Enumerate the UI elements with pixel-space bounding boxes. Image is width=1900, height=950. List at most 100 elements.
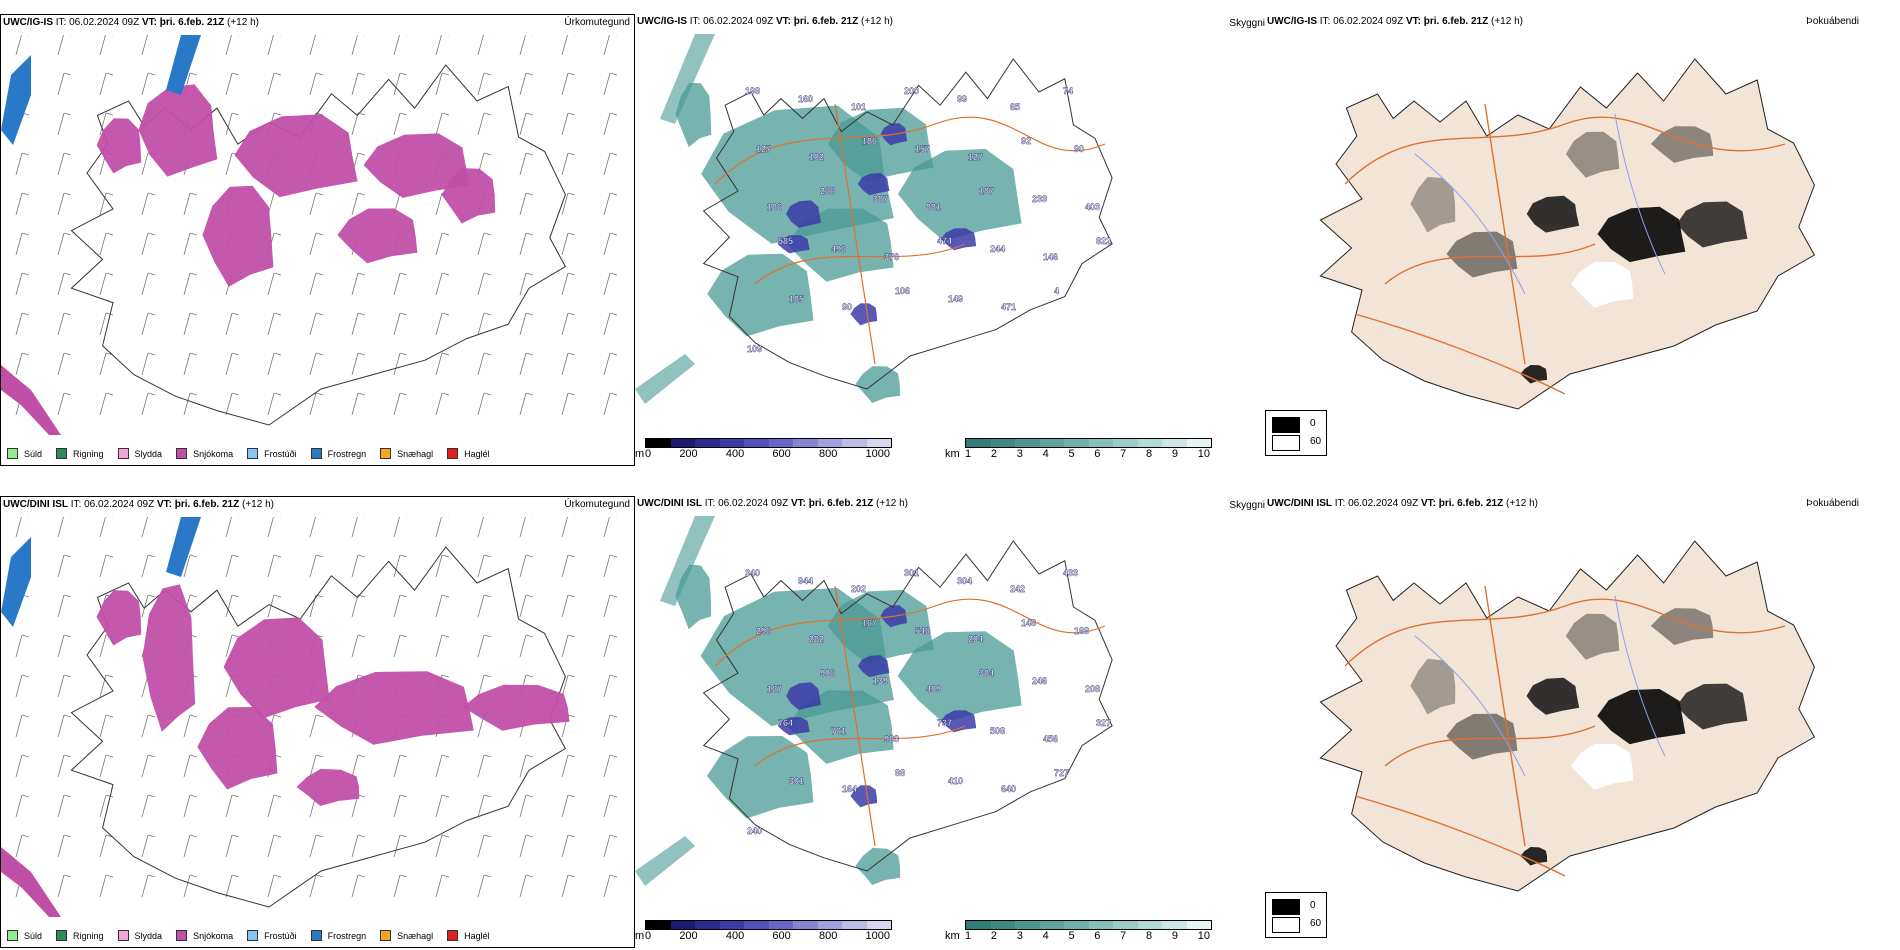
- cloud-base-label: 282: [809, 634, 824, 644]
- wind-barb: [561, 35, 575, 56]
- wind-barb: [603, 72, 618, 96]
- wind-barb: [519, 112, 534, 136]
- wind-barb: [99, 874, 114, 898]
- scale-tick: 2: [990, 448, 997, 460]
- coastline: [70, 546, 567, 908]
- fog-panel-1: UWC/IG-IS IT: 06.02.2024 09Z VT: þri. 6.…: [1265, 14, 1900, 466]
- colorbar-segment: [744, 921, 769, 929]
- wind-barb: [99, 312, 114, 336]
- wind-barb: [141, 232, 156, 256]
- cloud-map: 340 944 202 301 304 242 433 296 282 167 546 204 148 1…: [635, 516, 1113, 886]
- wind-barb: [561, 232, 576, 256]
- fog-area: [1597, 689, 1686, 745]
- cloud-base-label: 881: [926, 202, 941, 212]
- colorbar-segment: [866, 439, 891, 447]
- colorbar-segment: [768, 921, 793, 929]
- wind-barb: [561, 594, 576, 618]
- snow-area: [197, 707, 278, 790]
- wind-barb: [57, 714, 72, 738]
- wind-barb: [99, 192, 114, 216]
- wind-barb: [561, 352, 576, 376]
- wind-barb: [183, 272, 198, 296]
- fog-area: [1650, 608, 1714, 645]
- wind-barb: [477, 517, 491, 538]
- fog-area: [1676, 683, 1748, 730]
- clear-area: [1570, 743, 1634, 790]
- cloud-base-label: 109: [747, 344, 762, 354]
- scale-tick: 4: [1042, 930, 1049, 942]
- colorbar-segment: [1015, 921, 1040, 929]
- cloud-base-label: 127: [968, 152, 983, 162]
- wind-barb: [141, 874, 156, 898]
- cloud-base-label: 244: [990, 244, 1005, 254]
- wind-barb: [603, 554, 618, 578]
- cloud-base-label: 200: [904, 86, 919, 96]
- cloud-base-label: 188: [1074, 626, 1089, 636]
- visibility-ticks: 1 2 3 4 5 6 7 8 9 10: [965, 448, 1210, 460]
- legend-item: Frostúði: [247, 930, 297, 941]
- wind-barb: [141, 192, 156, 216]
- wind-barb: [57, 152, 72, 176]
- wind-barb: [477, 72, 492, 96]
- wind-barb: [183, 312, 198, 336]
- wind-barb: [15, 674, 30, 698]
- wind-barb: [351, 594, 366, 618]
- cloud-base-label: 185: [789, 294, 804, 304]
- wind-barb: [477, 392, 492, 416]
- cloud-base-label: 822: [1096, 236, 1111, 246]
- wind-barb: [603, 35, 617, 56]
- wind-barb: [351, 392, 366, 416]
- wind-barb: [519, 352, 534, 376]
- wind-barb: [225, 72, 240, 96]
- legend-item: Rigning: [56, 448, 104, 459]
- freezing-rain-area: [1, 537, 31, 627]
- cloud-base-label: 585: [778, 236, 793, 246]
- scale-tick: 200: [679, 448, 698, 460]
- scale-tick: 8: [1146, 448, 1153, 460]
- colorbar-segment: [966, 439, 991, 447]
- coastline: [702, 540, 1113, 872]
- colorbar-segment: [966, 921, 991, 929]
- legend-label: Frostúði: [264, 930, 297, 941]
- panel-header: UWC/DINI ISL IT: 06.02.2024 09Z VT: þri.…: [3, 499, 274, 510]
- cloud-base-label: 240: [747, 826, 762, 836]
- wind-barb: [309, 594, 324, 618]
- fog-map: [1319, 540, 1816, 892]
- low-visibility-area: [855, 366, 901, 403]
- cloud-base-label: 164: [842, 784, 857, 794]
- wind-barb: [393, 874, 408, 898]
- cloud-base-area: [940, 710, 977, 733]
- scale-tick: 3: [1016, 448, 1023, 460]
- wind-barb: [561, 312, 576, 336]
- wind-barb: [141, 72, 156, 96]
- cloud-base-area: [786, 200, 822, 228]
- legend-label: Rigning: [73, 448, 104, 459]
- scale-tick: 5: [1068, 930, 1075, 942]
- wind-barb: [603, 272, 618, 296]
- legend-item: Snjókoma: [176, 930, 233, 941]
- snow-area: [1, 847, 61, 917]
- colorbar-segment: [817, 439, 842, 447]
- wind-barb: [519, 834, 534, 858]
- cloud-base-area: [850, 303, 878, 326]
- rivers: [1414, 113, 1666, 295]
- wind-barb: [225, 594, 240, 618]
- legend-swatch: [310, 930, 322, 941]
- wind-barb: [603, 834, 618, 858]
- wind-barb: [267, 794, 282, 818]
- wind-barb: [267, 312, 282, 336]
- cloud-base-label: 139: [873, 676, 888, 686]
- cloud-base-ticks: 0 200 400 600 800 1000: [645, 930, 890, 942]
- wind-barb: [57, 834, 72, 858]
- wind-barb: [99, 272, 114, 296]
- wind-barb: [435, 594, 450, 618]
- wind-barb: [267, 392, 282, 416]
- wind-barb: [393, 392, 408, 416]
- wind-barb: [477, 554, 492, 578]
- wind-barb: [183, 554, 198, 578]
- snow-area: [202, 185, 274, 287]
- cloud-base-label: 433: [1063, 568, 1078, 578]
- wind-barb: [99, 794, 114, 818]
- scale-tick: 10: [1197, 448, 1210, 460]
- fog-legend-dark-swatch: [1272, 417, 1300, 433]
